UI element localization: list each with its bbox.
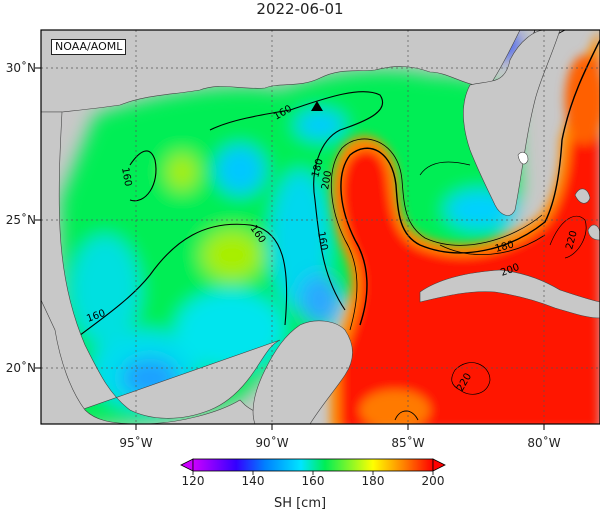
contour-label: 160 bbox=[119, 167, 133, 188]
graticule bbox=[41, 30, 600, 424]
lon-label-85: 85˚W bbox=[391, 436, 425, 450]
lat-label-25: 25˚N bbox=[5, 213, 36, 227]
axis-ticks bbox=[35, 67, 545, 430]
land-masses bbox=[41, 30, 600, 424]
lat-label-30: 30˚N bbox=[5, 61, 36, 75]
contour-label: 180 bbox=[310, 157, 326, 178]
colorbar-tick-160: 160 bbox=[301, 474, 325, 488]
colorbar-tick-200: 200 bbox=[421, 474, 445, 488]
contour-label: 200 bbox=[320, 170, 334, 191]
colorbar bbox=[180, 458, 446, 475]
contour-label-group: 160 160 160 160 160 180 180 200 200 220 … bbox=[85, 104, 580, 394]
station-triangle-icon bbox=[311, 101, 323, 111]
lon-label-90: 90˚W bbox=[255, 436, 289, 450]
credit-label: NOAA/AOML bbox=[51, 39, 127, 55]
map-panel: 160 160 160 160 160 180 180 200 200 220 … bbox=[35, 29, 600, 430]
contour-label: 180 bbox=[494, 239, 515, 255]
map-frame bbox=[40, 29, 600, 425]
lat-label-20: 20˚N bbox=[5, 361, 36, 375]
lon-label-80: 80˚W bbox=[527, 436, 561, 450]
colorbar-tick-140: 140 bbox=[241, 474, 265, 488]
map-title: 2022-06-01 bbox=[256, 0, 344, 18]
lon-label-95: 95˚W bbox=[119, 436, 153, 450]
contour-label: 220 bbox=[564, 229, 580, 250]
contour-label: 160 bbox=[315, 231, 329, 252]
colorbar-tick-180: 180 bbox=[361, 474, 385, 488]
colorbar-label: SH [cm] bbox=[273, 496, 327, 511]
colorbar-tick-120: 120 bbox=[181, 474, 205, 488]
